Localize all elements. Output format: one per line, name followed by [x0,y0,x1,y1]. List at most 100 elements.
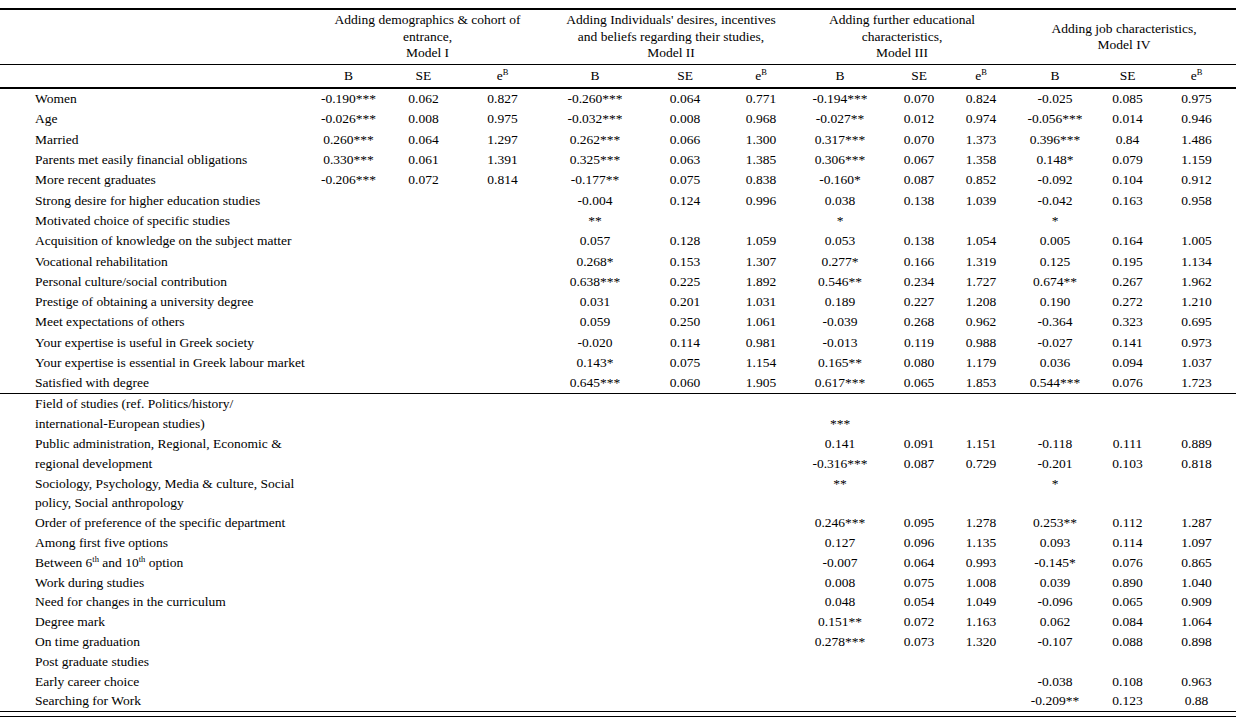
table-row: Field of studies (ref. Politics/history/ [0,394,1236,414]
cell-model4-se [1098,493,1157,513]
cell-model1-b: 0.330*** [305,150,392,170]
row-label: Satisfied with degree [0,373,305,394]
table-row: Strong desire for higher education studi… [0,190,1236,210]
cell-model3-b: -0.160* [792,170,888,190]
row-label-column-header [0,9,305,65]
cell-model1-se: 0.064 [392,130,455,150]
cell-model4-se: 0.123 [1098,691,1157,711]
stat-header-eb-model-3: eB [950,65,1012,89]
cell-model3-se [888,691,950,711]
cell-model1-b [305,414,392,434]
cell-model1-se: 0.062 [392,88,455,109]
cell-model1-b [305,190,392,210]
cell-model1-se [392,652,455,672]
cell-model3-b: 0.306*** [792,150,888,170]
cell-model2-eb: 1.300 [730,130,792,150]
cell-model2-eb: 1.031 [730,292,792,312]
cell-model2-se: 0.066 [640,130,730,150]
cell-model2-eb [730,434,792,454]
cell-model1-se [392,632,455,652]
cell-model2-b: 0.638*** [550,272,640,292]
cell-model1-b [305,691,392,711]
cell-model1-b [305,292,392,312]
row-label: Motivated choice of specific studies [0,211,305,231]
cell-model1-se [392,454,455,474]
cell-model1-se [392,672,455,692]
regression-results-table: Adding demographics & cohort of entrance… [0,8,1236,712]
stat-header-se-model-4: SE [1098,65,1157,89]
cell-model2-eb: 0.981 [730,333,792,353]
row-label: Early career choice [0,672,305,692]
cell-model1-eb [455,394,550,414]
cell-model2-b: -0.177** [550,170,640,190]
cell-model1-eb [455,231,550,251]
cell-model3-se: 0.012 [888,109,950,129]
cell-model3-eb: 0.974 [950,109,1012,129]
cell-model2-b: 0.059 [550,312,640,332]
table-row: Satisfied with degree0.645***0.0601.9050… [0,373,1236,394]
cell-model4-eb: 1.097 [1157,533,1236,553]
cell-model1-eb [455,454,550,474]
cell-model2-se [640,211,730,231]
cell-model2-eb [730,493,792,513]
cell-model1-se [392,394,455,414]
cell-model3-se: 0.087 [888,170,950,190]
cell-model4-se: 0.076 [1098,373,1157,394]
cell-model3-b: -0.194*** [792,88,888,109]
cell-model4-se: 0.065 [1098,592,1157,612]
row-label: Among first five options [0,533,305,553]
cell-model2-se: 0.153 [640,251,730,271]
cell-model2-eb: 1.059 [730,231,792,251]
cell-model4-b: 0.036 [1012,353,1098,373]
model-1-group-header: Adding demographics & cohort of entrance… [305,9,550,65]
table-row: Early career choice-0.0380.1080.963 [0,672,1236,692]
cell-model1-se [392,190,455,210]
cell-model3-se: 0.064 [888,553,950,573]
cell-model4-b: -0.201 [1012,454,1098,474]
cell-model3-eb: 1.319 [950,251,1012,271]
cell-model1-eb [455,474,550,494]
cell-model3-se: 0.080 [888,353,950,373]
cell-model2-se: 0.250 [640,312,730,332]
cell-model1-eb [455,513,550,533]
cell-model3-se: 0.091 [888,434,950,454]
cell-model1-eb [455,612,550,632]
table-row: Prestige of obtaining a university degre… [0,292,1236,312]
cell-model2-se [640,414,730,434]
row-label: regional development [0,454,305,474]
cell-model2-eb: 1.892 [730,272,792,292]
cell-model3-se: 0.096 [888,533,950,553]
cell-model4-eb: 0.909 [1157,592,1236,612]
cell-model2-se [640,691,730,711]
cell-model3-eb: 1.179 [950,353,1012,373]
cell-model4-eb: 1.037 [1157,353,1236,373]
row-label: Vocational rehabilitation [0,251,305,271]
cell-model1-eb [455,190,550,210]
row-label: policy, Social anthropology [0,493,305,513]
cell-model1-eb [455,592,550,612]
table-row: On time graduation0.278***0.0731.320-0.1… [0,632,1236,652]
cell-model3-se: 0.067 [888,150,950,170]
cell-model3-b: 0.277* [792,251,888,271]
cell-model1-b [305,394,392,414]
cell-model4-b: * [1012,211,1098,231]
row-label: Searching for Work [0,691,305,711]
table-row: Need for changes in the curriculum0.0480… [0,592,1236,612]
table-row: regional development-0.316***0.0870.729-… [0,454,1236,474]
row-label: Public administration, Regional, Economi… [0,434,305,454]
row-label-column-subheader [0,65,305,89]
table-row: Searching for Work-0.209**0.1230.88 [0,691,1236,711]
cell-model3-se: 0.070 [888,130,950,150]
cell-model2-eb [730,553,792,573]
cell-model4-b: 0.253** [1012,513,1098,533]
cell-model1-se [392,691,455,711]
cell-model2-b [550,394,640,414]
cell-model2-eb: 0.771 [730,88,792,109]
cell-model3-eb: 1.358 [950,150,1012,170]
cell-model4-eb: 1.134 [1157,251,1236,271]
cell-model4-eb: 1.287 [1157,513,1236,533]
cell-model4-b: -0.096 [1012,592,1098,612]
cell-model2-se: 0.225 [640,272,730,292]
cell-model3-b: -0.039 [792,312,888,332]
row-label: Post graduate studies [0,652,305,672]
